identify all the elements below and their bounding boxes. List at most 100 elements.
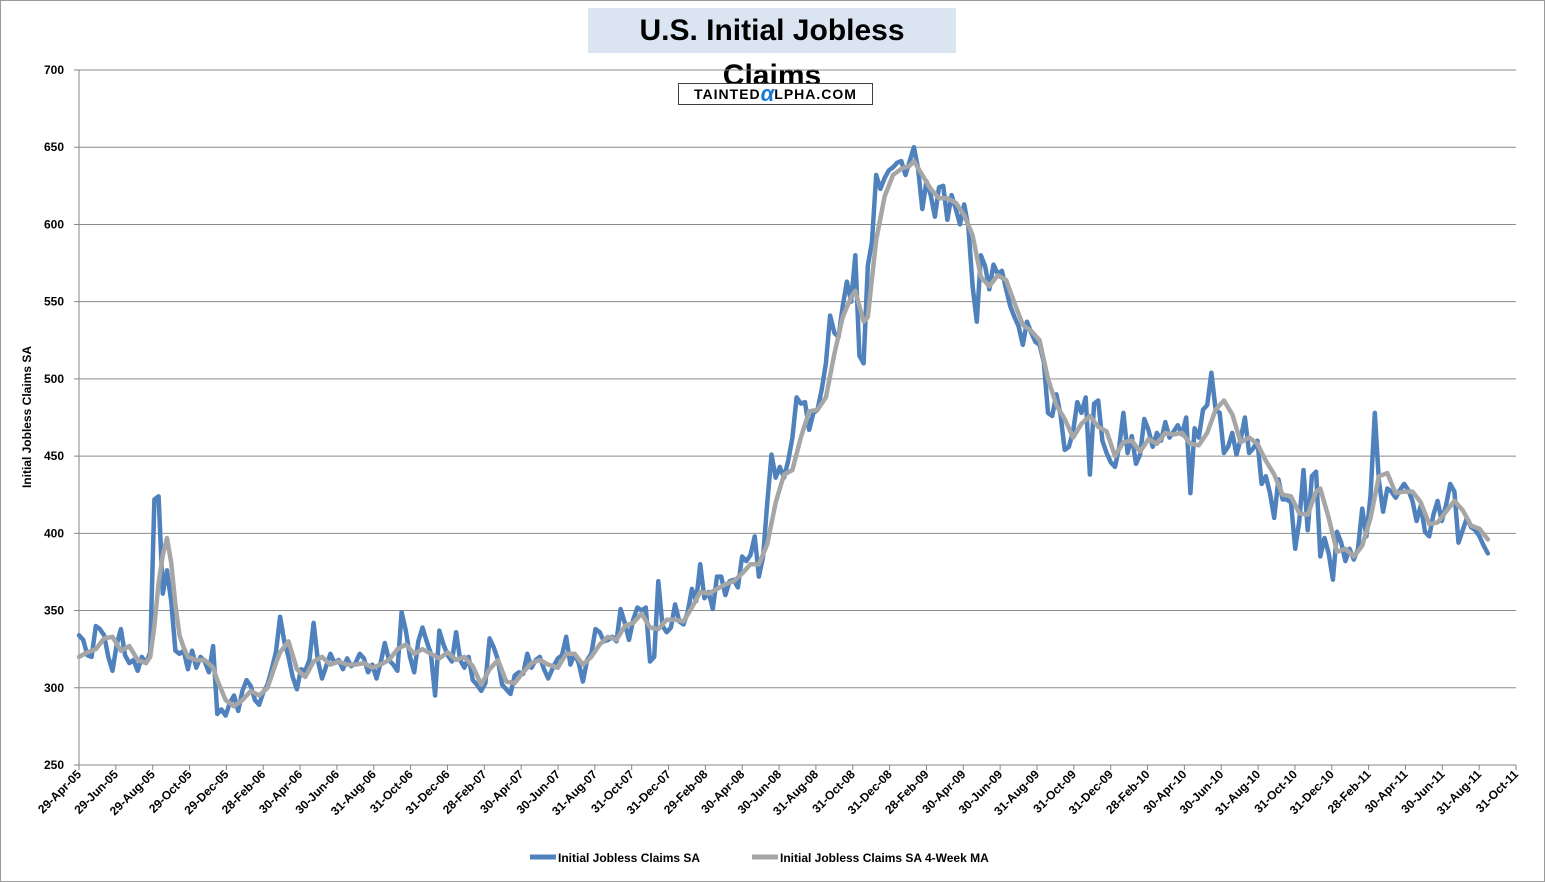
data-point [766, 543, 768, 545]
data-point [607, 636, 609, 638]
data-point [594, 628, 597, 630]
y-tick-label: 400 [44, 526, 64, 540]
data-point [1168, 437, 1171, 439]
data-point [1386, 487, 1388, 490]
data-point [745, 560, 747, 562]
data-point [892, 174, 894, 176]
data-point [321, 656, 323, 658]
data-point [346, 664, 348, 666]
data-point [120, 650, 122, 652]
data-point [875, 239, 877, 241]
data-point [405, 643, 407, 646]
data-point [212, 645, 214, 647]
data-point [988, 285, 990, 287]
data-point [854, 290, 856, 292]
data-point [388, 659, 390, 661]
data-point [463, 656, 465, 658]
data-point [879, 188, 882, 190]
data-point [1336, 551, 1338, 553]
data-point [275, 651, 277, 653]
data-point [833, 353, 835, 355]
data-point [1013, 316, 1016, 318]
data-point [233, 694, 235, 697]
data-point [434, 694, 436, 697]
data-point [641, 610, 643, 612]
data-point [363, 662, 365, 664]
data-point [787, 460, 789, 462]
data-point [779, 466, 781, 468]
data-point [938, 197, 940, 199]
data-point [1261, 483, 1263, 485]
data-point [741, 555, 743, 558]
data-point [505, 681, 507, 683]
data-point [1328, 552, 1330, 555]
data-point [645, 606, 647, 609]
data-point [1080, 423, 1083, 425]
data-point [1328, 517, 1330, 519]
data-point [1349, 548, 1351, 550]
data-point [371, 667, 373, 669]
data-point [682, 620, 685, 623]
data-point [250, 690, 252, 692]
data-point [1055, 393, 1057, 395]
data-point [472, 665, 474, 667]
logo-text-suffix: LPHA.COM [774, 86, 857, 102]
data-point [1156, 443, 1158, 445]
data-point [708, 593, 710, 595]
data-point [1202, 409, 1204, 411]
data-point [1231, 413, 1233, 415]
data-point [225, 699, 227, 701]
data-point [1332, 579, 1334, 581]
data-point [426, 640, 428, 643]
data-point [187, 656, 189, 658]
data-point [1290, 495, 1292, 497]
data-point [1248, 452, 1250, 454]
data-point [892, 166, 894, 168]
data-point [951, 194, 953, 196]
data-point [530, 662, 533, 664]
data-point [417, 640, 419, 643]
data-point [1298, 520, 1300, 522]
data-point [1470, 525, 1472, 527]
data-point [447, 651, 449, 653]
data-point [720, 576, 722, 578]
data-point [258, 694, 260, 697]
data-point [1210, 372, 1212, 374]
data-point [1139, 450, 1141, 453]
data-point [875, 174, 877, 176]
data-point [170, 600, 172, 602]
data-point [884, 177, 886, 179]
data-point [825, 362, 827, 364]
data-point [384, 642, 386, 644]
data-point [522, 671, 524, 673]
data-point [1064, 418, 1066, 420]
data-point [842, 305, 844, 307]
data-point [599, 643, 601, 646]
data-point [359, 653, 361, 655]
data-point [716, 588, 718, 590]
data-point [1181, 432, 1183, 434]
data-point [783, 474, 785, 476]
data-point [401, 611, 403, 613]
data-point [95, 625, 97, 627]
data-point [216, 713, 218, 715]
data-point [1139, 454, 1141, 456]
data-point [430, 653, 432, 655]
data-point [287, 640, 290, 643]
data-point [988, 288, 990, 290]
data-point [162, 554, 164, 556]
data-point [800, 437, 802, 439]
data-point [1265, 460, 1267, 462]
data-point [590, 656, 592, 658]
data-point [1198, 444, 1200, 446]
data-point [1445, 511, 1447, 513]
data-point [413, 671, 415, 673]
data-point [854, 254, 856, 256]
data-point [451, 660, 453, 663]
data-point [1403, 483, 1405, 485]
data-point [183, 647, 185, 649]
data-point [846, 281, 848, 283]
data-point [775, 477, 777, 479]
data-point [804, 401, 806, 403]
data-point [1353, 555, 1355, 558]
